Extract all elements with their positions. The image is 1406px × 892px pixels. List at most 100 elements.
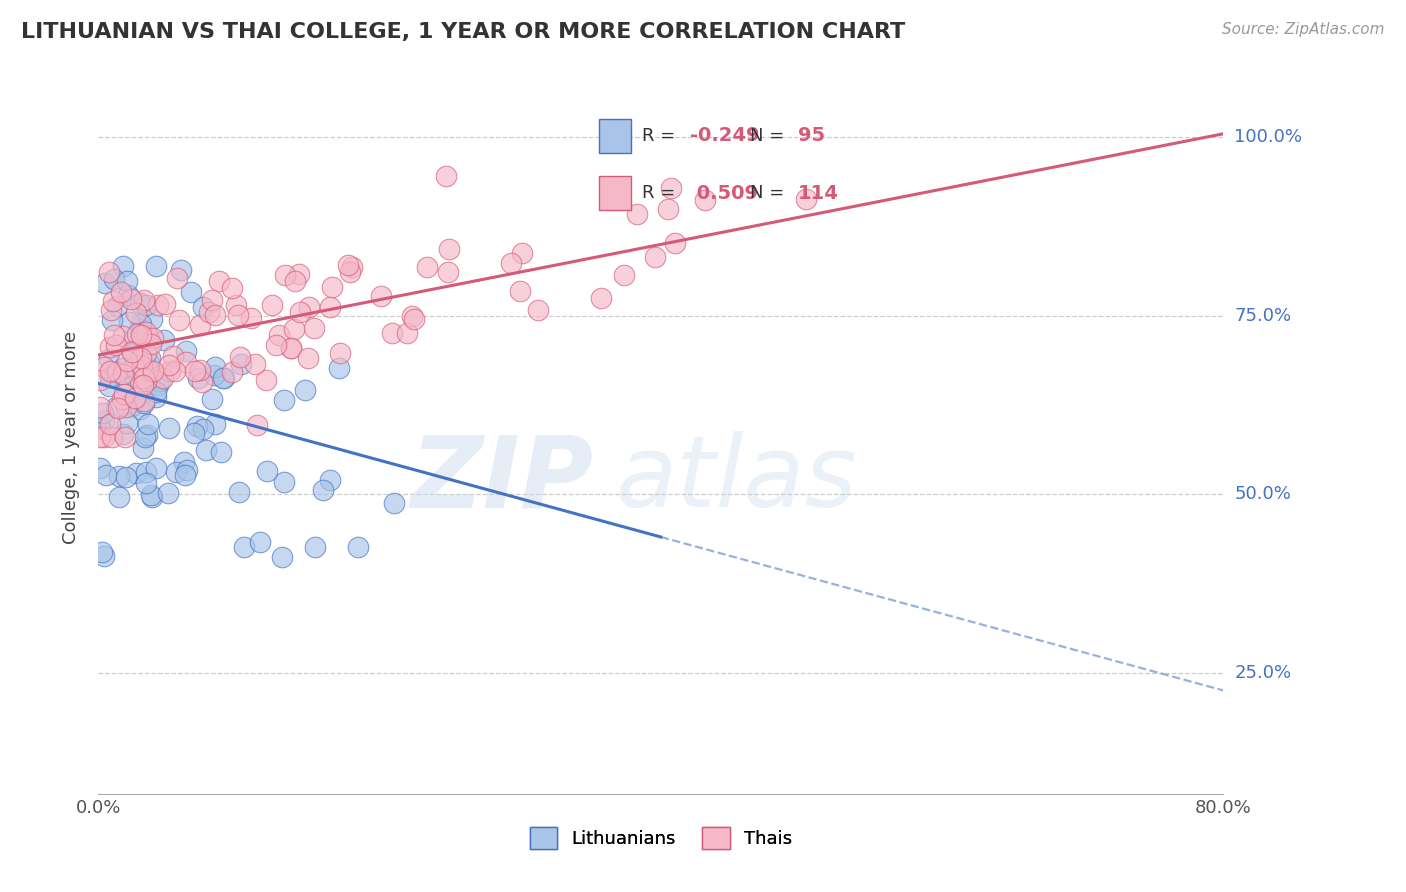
Point: [188, 318, 211, 333]
Point: [288, 305, 311, 319]
Point: [434, 169, 457, 183]
Point: [526, 302, 548, 317]
Point: [136, 427, 159, 442]
Point: [436, 265, 458, 279]
Point: [115, 470, 138, 484]
Point: [229, 350, 252, 364]
Point: [148, 298, 170, 312]
Point: [89, 430, 111, 444]
Point: [129, 367, 152, 381]
Point: [98, 340, 121, 354]
Point: [229, 357, 252, 371]
Point: [204, 309, 226, 323]
Point: [111, 392, 134, 407]
Point: [256, 464, 278, 478]
Legend: Lithuanians, Thais: Lithuanians, Thais: [522, 820, 800, 856]
Text: Source: ZipAtlas.com: Source: ZipAtlas.com: [1222, 22, 1385, 37]
Point: [91, 406, 114, 420]
Point: [101, 294, 124, 309]
Point: [139, 351, 162, 365]
Point: [273, 475, 295, 489]
Point: [112, 361, 135, 376]
Point: [115, 416, 138, 430]
Point: [659, 180, 682, 194]
Point: [132, 378, 155, 392]
Point: [214, 370, 236, 384]
Point: [288, 267, 311, 281]
Point: [243, 358, 266, 372]
Point: [132, 371, 155, 385]
Point: [98, 379, 121, 393]
Point: [626, 207, 648, 221]
Point: [131, 359, 153, 373]
Point: [267, 328, 290, 343]
Point: [304, 321, 326, 335]
Point: [98, 352, 121, 367]
Point: [125, 306, 148, 320]
Point: [121, 344, 143, 359]
Point: [174, 467, 197, 482]
Point: [153, 297, 176, 311]
Point: [107, 365, 129, 379]
Point: [135, 476, 157, 491]
Point: [499, 256, 522, 270]
Point: [794, 193, 817, 207]
Point: [115, 354, 138, 368]
Point: [141, 337, 163, 351]
Point: [108, 490, 131, 504]
Point: [221, 365, 243, 379]
Point: [346, 540, 368, 554]
Point: [163, 364, 186, 378]
Point: [319, 300, 342, 314]
Point: [103, 327, 125, 342]
Text: 100.0%: 100.0%: [1234, 128, 1302, 146]
Point: [110, 285, 132, 299]
Point: [191, 300, 214, 314]
Point: [246, 418, 269, 433]
Point: [339, 265, 361, 279]
Point: [124, 466, 146, 480]
Text: 50.0%: 50.0%: [1234, 485, 1291, 503]
Point: [121, 399, 143, 413]
Point: [145, 390, 167, 404]
Point: [657, 202, 679, 217]
Point: [194, 442, 217, 457]
Point: [132, 442, 155, 456]
Point: [100, 430, 122, 444]
Point: [174, 355, 197, 369]
Point: [381, 326, 404, 340]
Point: [328, 361, 350, 376]
Point: [114, 379, 136, 393]
Point: [202, 368, 225, 383]
Point: [157, 358, 180, 372]
Text: LITHUANIAN VS THAI COLLEGE, 1 YEAR OR MORE CORRELATION CHART: LITHUANIAN VS THAI COLLEGE, 1 YEAR OR MO…: [21, 22, 905, 42]
Point: [153, 333, 176, 347]
Point: [157, 421, 180, 435]
Point: [93, 430, 115, 444]
Point: [128, 296, 150, 310]
Point: [437, 243, 460, 257]
Point: [98, 370, 121, 384]
Point: [112, 427, 135, 442]
Point: [134, 293, 156, 307]
Point: [211, 445, 233, 459]
Point: [114, 387, 136, 401]
Point: [112, 367, 135, 381]
Text: ZIP: ZIP: [411, 432, 593, 528]
Point: [142, 364, 165, 378]
Point: [145, 460, 167, 475]
Point: [93, 414, 115, 428]
Point: [370, 288, 392, 302]
Point: [105, 299, 128, 313]
Point: [337, 258, 360, 272]
Point: [184, 364, 207, 378]
Point: [664, 235, 686, 250]
Point: [135, 297, 157, 311]
Point: [197, 305, 219, 319]
Point: [589, 292, 612, 306]
Point: [249, 534, 271, 549]
Point: [149, 374, 172, 388]
Point: [124, 391, 146, 405]
Point: [321, 280, 343, 294]
Point: [180, 285, 202, 300]
